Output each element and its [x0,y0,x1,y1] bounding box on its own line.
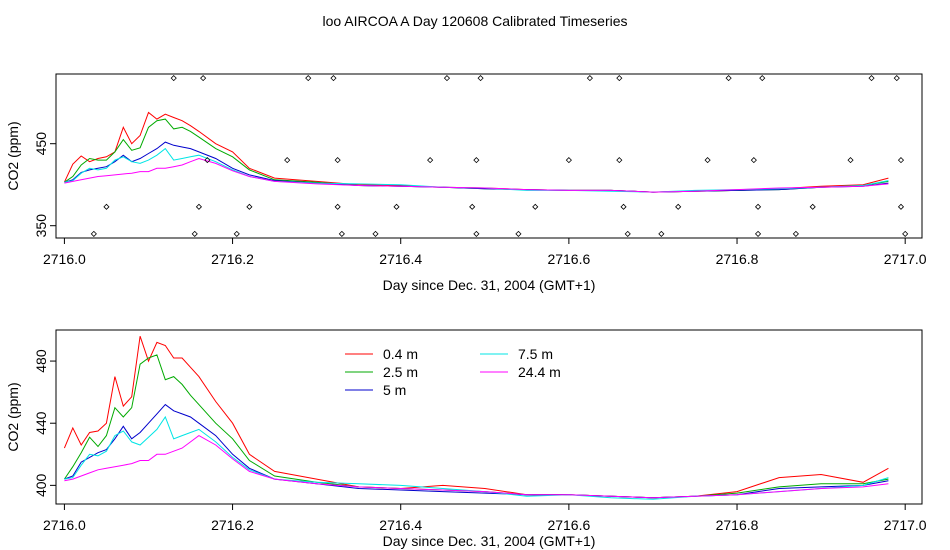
legend-label: 24.4 m [518,364,561,380]
x-tick-label: 2717.0 [884,517,927,533]
x-tick-label: 2716.6 [547,251,590,267]
top-x-axis: 2716.0 2716.2 2716.4 2716.6 2716.8 2717.0 [43,238,927,267]
point-marker [754,230,762,237]
x-tick-label: 2716.8 [716,517,759,533]
x-tick-label: 2716.4 [379,517,422,533]
point-marker [616,75,623,82]
bottom-plot-frame [55,329,923,505]
point-marker [284,157,291,164]
point-marker [443,75,451,82]
series-line-2-5-m [63,354,889,499]
series-line-0-4-m [63,336,889,499]
point-marker [902,230,909,237]
point-marker [624,230,631,237]
y-tick-label: 450 [33,132,49,156]
x-tick-label: 2716.2 [211,251,254,267]
legend-label: 5 m [383,382,406,398]
point-marker [204,157,211,164]
bottom-y-axis: 400 440 480 [33,349,56,497]
point-marker [195,203,202,210]
point-marker [675,203,682,210]
legend-label: 7.5 m [518,346,553,362]
top-markers-group [90,75,909,237]
y-tick-label: 440 [33,411,49,435]
series-line-24-4-m [64,435,889,499]
point-marker [334,157,341,164]
bottom-x-axis-label: Day since Dec. 31, 2004 (GMT+1) [383,533,596,549]
point-marker [393,203,400,210]
y-tick-label: 400 [33,473,49,497]
x-tick-label: 2716.2 [211,517,254,533]
point-marker [473,230,480,237]
point-marker [170,75,177,82]
top-x-axis-label: Day since Dec. 31, 2004 (GMT+1) [383,277,596,293]
series-line-2 [64,141,889,193]
legend-label: 2.5 m [383,364,418,380]
point-marker [897,157,905,164]
bottom-series-group [63,336,889,500]
top-plot-frame [55,73,923,239]
point-marker [704,157,711,164]
x-tick-label: 2716.0 [43,251,86,267]
point-marker [305,75,312,82]
top-y-axis: 350 450 [33,132,56,238]
point-marker [469,203,476,210]
top-y-axis-label: CO2 (ppm) [5,121,21,190]
point-marker [246,203,253,210]
series-line-0 [63,111,889,193]
point-marker [897,203,905,210]
point-marker [200,75,207,82]
point-marker [515,230,522,237]
point-marker [754,203,762,210]
bottom-x-axis: 2716.0 2716.2 2716.4 2716.6 2716.8 2717.0 [43,504,927,533]
top-series-group [63,111,889,193]
point-marker [658,230,665,237]
point-marker [233,230,240,237]
bottom-panel: 2716.0 2716.2 2716.4 2716.6 2716.8 2717.0 400… [5,329,927,549]
series-line-1 [64,118,889,193]
point-marker [586,75,593,82]
point-marker [334,203,341,210]
point-marker [759,75,766,82]
point-marker [103,203,110,210]
point-marker [616,157,623,164]
point-marker [372,230,379,237]
top-panel: 2716.0 2716.2 2716.4 2716.6 2716.8 2717.0 350… [5,73,927,293]
y-tick-label: 480 [33,349,49,373]
point-marker [532,203,539,210]
figure-title: loo AIRCOA A Day 120608 Calibrated Times… [322,13,627,29]
bottom-y-axis-label: CO2 (ppm) [5,382,21,451]
point-marker [473,157,480,164]
point-marker [809,203,816,210]
point-marker [750,157,757,164]
x-tick-label: 2717.0 [884,251,927,267]
point-marker [792,230,799,237]
series-line-7-5-m [64,415,889,500]
x-tick-label: 2716.0 [43,517,86,533]
x-tick-label: 2716.6 [547,517,590,533]
point-marker [893,75,900,82]
series-line-3 [64,147,889,193]
point-marker [620,203,627,210]
point-marker [427,157,434,164]
y-tick-label: 350 [33,214,49,238]
point-marker [725,75,732,82]
series-line-4 [64,157,889,193]
point-marker [191,230,198,237]
legend-label: 0.4 m [383,346,418,362]
x-tick-label: 2716.4 [379,251,422,267]
point-marker [868,75,875,82]
bottom-legend: 0.4 m 2.5 m 5 m 7.5 m 24.4 m [345,346,561,398]
point-marker [90,230,97,237]
x-tick-label: 2716.8 [716,251,759,267]
point-marker [477,75,484,82]
point-marker [847,157,854,164]
point-marker [565,157,572,164]
point-marker [330,75,337,82]
point-marker [338,230,345,237]
series-line-5-m [64,403,889,499]
